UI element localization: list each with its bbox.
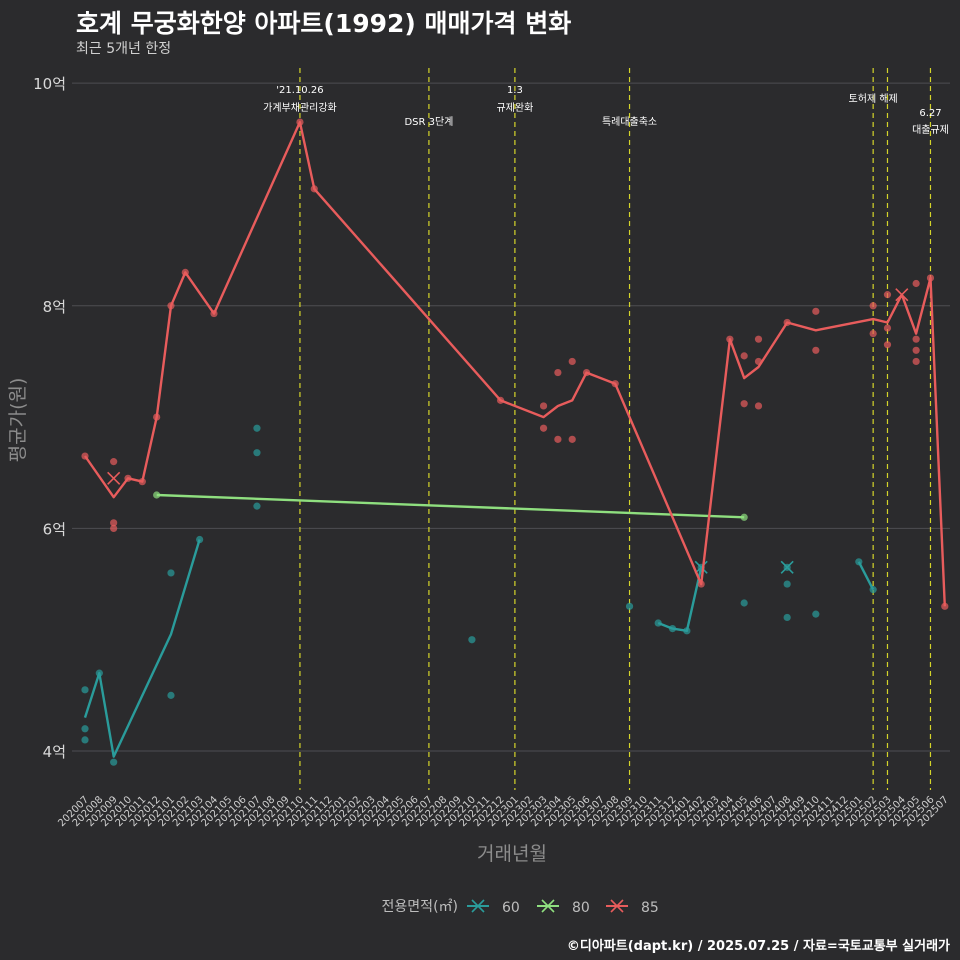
series-85-point <box>912 357 920 366</box>
cross-stroke <box>694 560 708 574</box>
event-label: 1.3 <box>507 85 523 96</box>
legend: 전용면적(㎡) 60 80 85 <box>382 899 659 916</box>
series-85-point <box>912 346 920 354</box>
event-label: DSR 3단계 <box>404 116 453 128</box>
event-label: 대출규제 <box>912 124 949 136</box>
series-85-point <box>554 435 562 443</box>
series-60-point <box>81 686 89 694</box>
series-85-point <box>740 352 748 360</box>
series-60-point <box>167 691 175 699</box>
series-60-cross <box>694 560 708 574</box>
series-85-line <box>84 120 946 607</box>
series-60-point <box>253 502 261 510</box>
series-85-point <box>869 302 877 310</box>
cross-stroke <box>895 288 909 302</box>
series-85-point <box>554 368 562 377</box>
series-85-point <box>754 402 763 410</box>
series-60-point <box>81 725 89 733</box>
series-60-point <box>740 599 748 607</box>
series-60-point <box>253 424 261 432</box>
series-85-cross <box>895 288 909 302</box>
x-axis-title: 거래년월 <box>477 843 547 865</box>
event-label: 가계부채관리강화 <box>263 102 337 114</box>
series-60-line <box>857 561 875 591</box>
series-60-point <box>253 449 261 457</box>
cross-stroke <box>471 899 485 913</box>
legend-label-85: 85 <box>641 900 659 916</box>
series-85-point <box>912 279 920 288</box>
legend-label-80: 80 <box>572 900 590 916</box>
legend-key-cross <box>471 899 485 913</box>
event-label: 규제완화 <box>496 102 533 114</box>
event-label: 특례대출축소 <box>602 116 657 128</box>
series-85-point <box>883 291 892 299</box>
legend-key-cross <box>541 899 555 913</box>
series-60-point <box>812 610 820 618</box>
series-60-point <box>468 636 476 644</box>
chart-subtitle: 최근 5개년 한정 <box>76 41 172 57</box>
series-85-point <box>740 400 748 408</box>
y-tick-label: 6억 <box>43 520 66 538</box>
y-tick-label: 4억 <box>43 743 66 761</box>
chart-title: 호계 무궁화한양 아파트(1992) 매매가격 변화 <box>76 9 572 38</box>
event-label: 토허제 해제 <box>849 92 898 105</box>
event-label: '21.10.26 <box>276 85 323 96</box>
series-85-point <box>539 424 548 432</box>
series-85-point <box>568 357 576 366</box>
series-85-point <box>883 341 892 349</box>
series-85-point <box>110 524 118 533</box>
series-85-point <box>754 335 763 343</box>
series-60-line <box>657 567 703 632</box>
series-85-point <box>110 458 118 466</box>
series-85-point <box>110 519 118 527</box>
series-85-point <box>568 435 576 443</box>
cross-stroke <box>107 471 121 485</box>
series-60-cross <box>780 560 794 574</box>
series-85-point <box>883 324 892 332</box>
cross-stroke <box>541 899 555 913</box>
y-tick-label: 8억 <box>43 298 66 316</box>
series-60-point <box>110 758 118 766</box>
legend-title: 전용면적(㎡) <box>382 899 458 915</box>
y-tick-label: 10억 <box>33 75 66 93</box>
series-60-point <box>783 580 791 588</box>
y-axis-title: 평균가(원) <box>7 378 29 463</box>
series-60-point <box>81 736 89 744</box>
series-85-point <box>539 402 548 410</box>
series-85-point <box>812 307 820 315</box>
source-caption: ©디아파트(dapt.kr) / 2025.07.25 / 자료=국토교통부 실… <box>566 939 950 954</box>
series-85-cross <box>107 471 121 485</box>
legend-label-60: 60 <box>502 900 520 916</box>
cross-stroke <box>610 899 624 913</box>
series-85-point <box>869 329 877 338</box>
legend-key-cross <box>610 899 624 913</box>
series-80-point <box>153 491 161 499</box>
event-label: 6.27 <box>919 108 941 119</box>
series-80-line <box>156 493 745 519</box>
series-85-point <box>912 335 920 343</box>
series-60-line <box>83 539 201 758</box>
series-60-point <box>783 613 791 622</box>
series-85-point <box>812 346 820 354</box>
cross-stroke <box>780 560 794 574</box>
series-85-point <box>941 602 949 610</box>
series-60-point <box>167 569 175 577</box>
series-60-point <box>625 602 634 610</box>
